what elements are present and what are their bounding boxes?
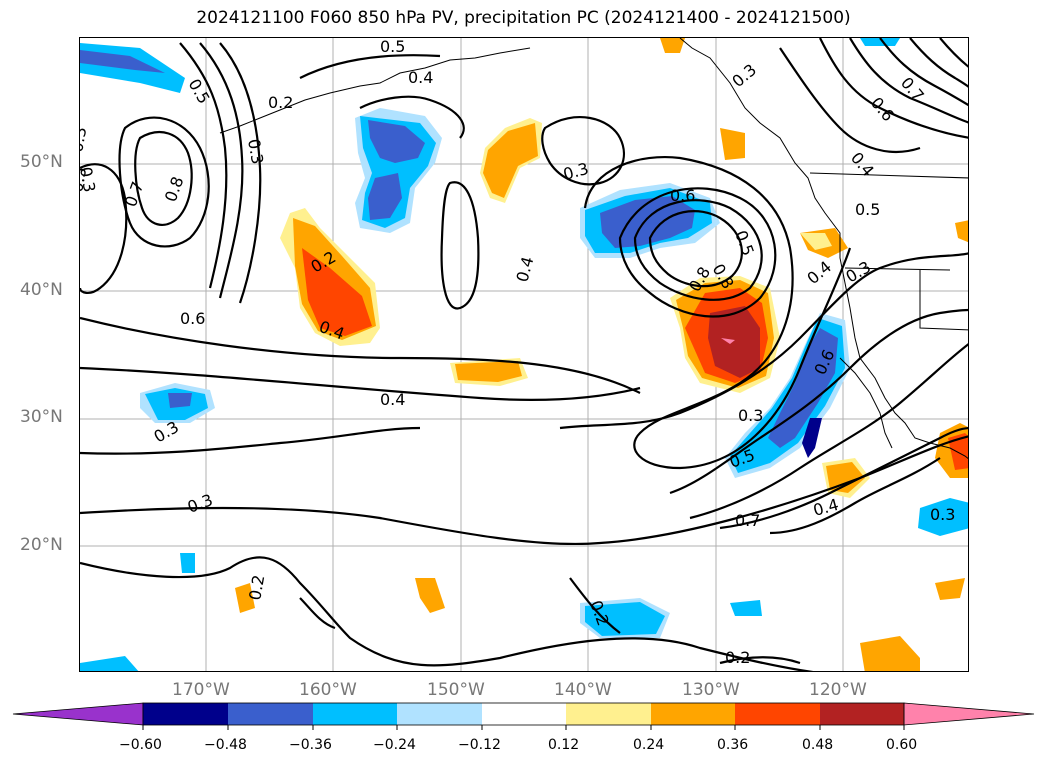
colorbar-bin — [313, 703, 397, 725]
colorbar — [12, 702, 1035, 730]
colorbar-bin — [482, 703, 566, 725]
colorbar-tick-label: 0.12 — [548, 737, 580, 753]
colorbar-tick-label: 0.24 — [633, 737, 665, 753]
colorbar-tick-label: −0.24 — [373, 737, 416, 753]
lon-label: 140°W — [554, 680, 612, 700]
contour-label: 0.3 — [728, 60, 760, 91]
contour-label: 0.3 — [930, 505, 955, 524]
colorbar-tick-label: 0.36 — [717, 737, 749, 753]
colorbar-bin — [397, 703, 482, 725]
colorbar-min-arrow — [12, 702, 144, 726]
colorbar-bin — [566, 703, 651, 725]
contour-label: 0.7 — [735, 511, 760, 530]
colorbar-tick-label: −0.48 — [204, 737, 247, 753]
contour-label: 0.3 — [80, 165, 99, 193]
lon-label: 150°W — [427, 680, 485, 700]
colorbar-tick-label: −0.12 — [458, 737, 501, 753]
lon-label: 160°W — [299, 680, 357, 700]
contour-label: 0.4 — [803, 257, 835, 288]
contour-label: 0.3 — [738, 406, 763, 425]
contour-label: 0.3 — [185, 490, 215, 517]
precipitation-fill — [80, 38, 968, 671]
contour-label: 0.4 — [513, 255, 538, 285]
contour-label: 0.6 — [867, 93, 898, 125]
contour-label: 0.2 — [268, 93, 293, 112]
contour-label: 0.5 — [855, 200, 880, 219]
contour-label: 0.3 — [80, 125, 90, 153]
contour-label: 0.6 — [670, 186, 695, 205]
contour-label: 0.5 — [731, 228, 758, 258]
contour-label: 0.4 — [380, 390, 405, 409]
lon-label: 120°W — [809, 680, 867, 700]
map-canvas: 0.5 0.4 0.3 0.2 0.3 0.5 0.8 0.7 0.5 0.3 … — [80, 38, 968, 671]
contour-label: 0.7 — [121, 179, 148, 209]
lat-label: 40°N — [20, 280, 63, 300]
contour-label: 0.5 — [80, 165, 90, 193]
contour-label: 0.4 — [408, 68, 433, 87]
colorbar-tick-label: 0.60 — [886, 737, 918, 753]
lat-label: 20°N — [20, 535, 63, 555]
lon-label: 130°W — [682, 680, 740, 700]
map-panel: 0.5 0.4 0.3 0.2 0.3 0.5 0.8 0.7 0.5 0.3 … — [79, 37, 969, 672]
colorbar-max-arrow — [903, 702, 1035, 726]
colorbar-bin — [228, 703, 313, 725]
colorbar-bin — [735, 703, 820, 725]
contour-label: 0.4 — [811, 495, 841, 520]
map-title: 2024121100 F060 850 hPa PV, precipitatio… — [196, 8, 851, 28]
pv-contours — [80, 38, 968, 671]
contour-label: 0.2 — [725, 648, 750, 667]
colorbar-tick-label: −0.36 — [289, 737, 332, 753]
contour-label: 0.8 — [161, 174, 188, 204]
contour-label: 0.5 — [380, 38, 405, 56]
lat-label: 30°N — [20, 407, 63, 427]
lon-label: 170°W — [172, 680, 230, 700]
colorbar-bin — [820, 703, 904, 725]
contour-label: 0.6 — [180, 309, 205, 328]
contour-label: 0.5 — [185, 76, 214, 108]
contour-label: 0.3 — [561, 159, 591, 184]
colorbar-bin — [143, 703, 228, 725]
colorbar-bin — [651, 703, 735, 725]
contour-label: 0.2 — [245, 573, 268, 601]
contour-label: 0.3 — [244, 137, 267, 165]
colorbar-tick-label: 0.48 — [802, 737, 834, 753]
colorbar-tick-label: −0.60 — [119, 737, 162, 753]
contour-label: 0.3 — [843, 257, 875, 286]
lat-label: 50°N — [20, 152, 63, 172]
coastlines — [219, 38, 968, 460]
